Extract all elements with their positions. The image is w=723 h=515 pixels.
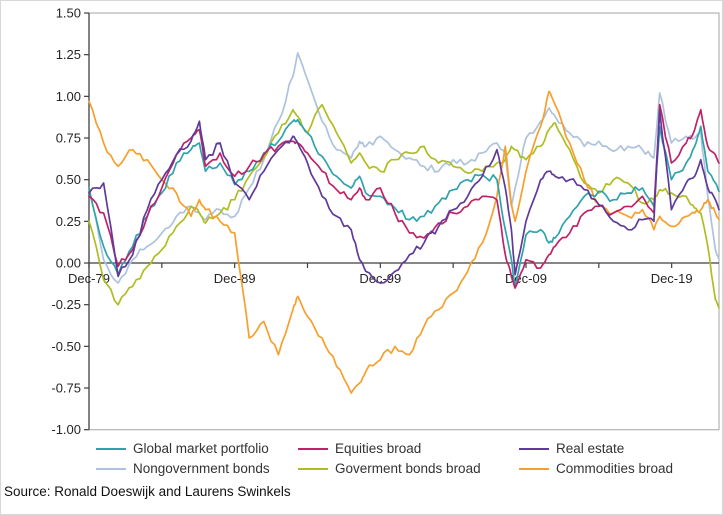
legend-label: Real estate — [556, 441, 625, 456]
legend-item-goverment-bonds-broad: Goverment bonds broad — [298, 460, 481, 478]
y-axis-tick-label: -0.50 — [51, 339, 81, 354]
legend-marker-nongovernment-bonds — [96, 468, 126, 470]
y-axis-tick-label: 0.25 — [56, 214, 81, 229]
legend-item-real-estate: Real estate — [519, 440, 624, 458]
y-axis-tick-label: 0.00 — [56, 256, 81, 271]
legend-label: Commodities broad — [556, 461, 674, 476]
legend-item-equities-broad: Equities broad — [298, 440, 421, 458]
legend-marker-equities-broad — [298, 448, 328, 450]
y-axis-tick-label: 1.50 — [56, 6, 81, 21]
legend-label: Nongovernment bonds — [133, 461, 270, 476]
source-note: Source: Ronald Doeswijk and Laurens Swin… — [4, 484, 291, 499]
x-axis-tick-label: Dec-19 — [651, 271, 693, 286]
legend-item-global-market-portfolio: Global market portfolio — [96, 440, 269, 458]
series-line-6 — [88, 90, 720, 394]
series-line-3 — [88, 108, 720, 284]
legend-label: Equities broad — [335, 441, 422, 456]
legend-item-commodities-broad: Commodities broad — [519, 460, 673, 478]
legend-marker-goverment-bonds-broad — [298, 468, 328, 470]
y-axis-tick-label: 0.50 — [56, 172, 81, 187]
x-axis-tick-label: Dec-79 — [68, 271, 110, 286]
y-axis-tick-label: -0.75 — [51, 381, 81, 396]
x-axis-tick-label: Dec-89 — [214, 271, 256, 286]
y-axis-tick-label: 1.25 — [56, 47, 81, 62]
y-axis-tick-label: 1.00 — [56, 89, 81, 104]
legend-marker-real-estate — [519, 448, 549, 450]
series-line-2 — [88, 103, 720, 289]
y-axis-tick-label: -0.25 — [51, 297, 81, 312]
series-line-5 — [88, 103, 720, 309]
legend-marker-commodities-broad — [519, 468, 549, 470]
legend-item-nongovernment-bonds: Nongovernment bonds — [96, 460, 270, 478]
legend-marker-global-market-portfolio — [96, 448, 126, 450]
legend-label: Global market portfolio — [133, 441, 269, 456]
legend-label: Goverment bonds broad — [335, 461, 481, 476]
y-axis-tick-label: 0.75 — [56, 131, 81, 146]
y-axis-tick-label: -1.00 — [51, 422, 81, 437]
series-line-1 — [88, 118, 720, 289]
plot-frame — [89, 12, 720, 431]
series-line-4 — [88, 52, 720, 284]
